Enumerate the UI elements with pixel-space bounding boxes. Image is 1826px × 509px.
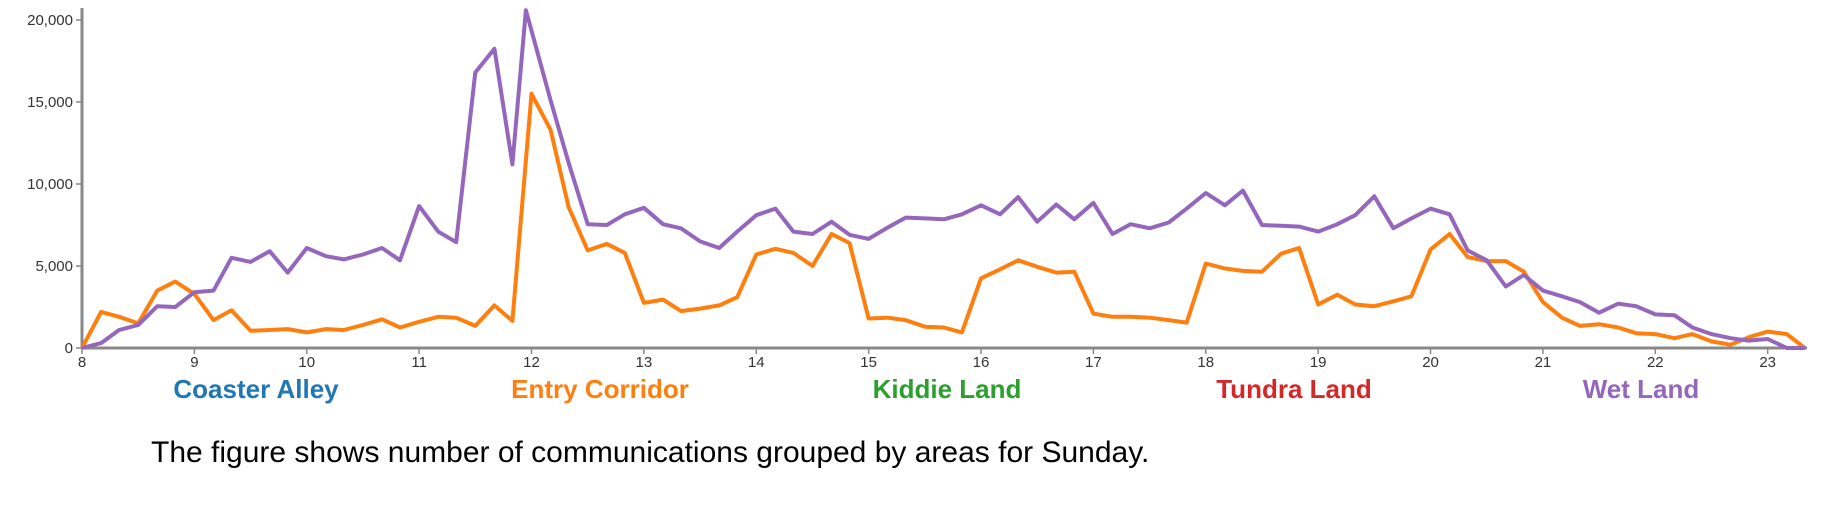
- y-tick-label: 0: [65, 340, 73, 357]
- y-tick-label: 15,000: [27, 94, 73, 111]
- x-tick-label: 20: [1422, 354, 1439, 371]
- x-tick-label: 17: [1085, 354, 1102, 371]
- chart-legend: Coaster Alley Entry Corridor Kiddie Land Tu…: [173, 374, 1699, 404]
- legend-item-tundra-land: Tundra Land: [1216, 374, 1372, 404]
- x-tick-label: 10: [298, 354, 315, 371]
- legend-item-wet-land: Wet Land: [1583, 374, 1700, 404]
- x-tick-label: 18: [1197, 354, 1214, 371]
- x-tick-label: 13: [636, 354, 653, 371]
- x-tick-label: 22: [1647, 354, 1664, 371]
- x-tick-label: 19: [1310, 354, 1327, 371]
- x-tick-label: 9: [190, 354, 198, 371]
- x-tick-label: 23: [1759, 354, 1776, 371]
- x-tick-label: 12: [523, 354, 540, 371]
- x-tick-label: 11: [411, 354, 427, 371]
- legend-item-coaster-alley: Coaster Alley: [173, 374, 339, 404]
- x-tick-label: 14: [748, 354, 765, 371]
- x-tick-label: 8: [78, 354, 86, 371]
- y-tick-label: 20,000: [27, 12, 73, 29]
- y-tick-label: 10,000: [27, 176, 73, 193]
- legend-item-kiddie-land: Kiddie Land: [873, 374, 1022, 404]
- chart-axes: 0 5,000 10,000 15,000 20,000 8 9 10 11 12 13 14 15 16…: [27, 8, 1807, 371]
- legend-item-entry-corridor: Entry Corridor: [511, 374, 689, 404]
- x-tick-label: 21: [1535, 354, 1552, 371]
- x-tick-label: 15: [860, 354, 877, 371]
- series-line-wet-land: [81, 8, 1805, 350]
- series-line-entry-corridor: [80, 91, 1807, 350]
- y-tick-label: 5,000: [35, 258, 73, 275]
- chart-series-lines: [80, 8, 1807, 350]
- line-chart: 0 5,000 10,000 15,000 20,000 8 9 10 11 12 13 14 15 16…: [27, 8, 1807, 404]
- x-tick-label: 16: [973, 354, 990, 371]
- figure-caption: The figure shows number of communication…: [151, 436, 1150, 469]
